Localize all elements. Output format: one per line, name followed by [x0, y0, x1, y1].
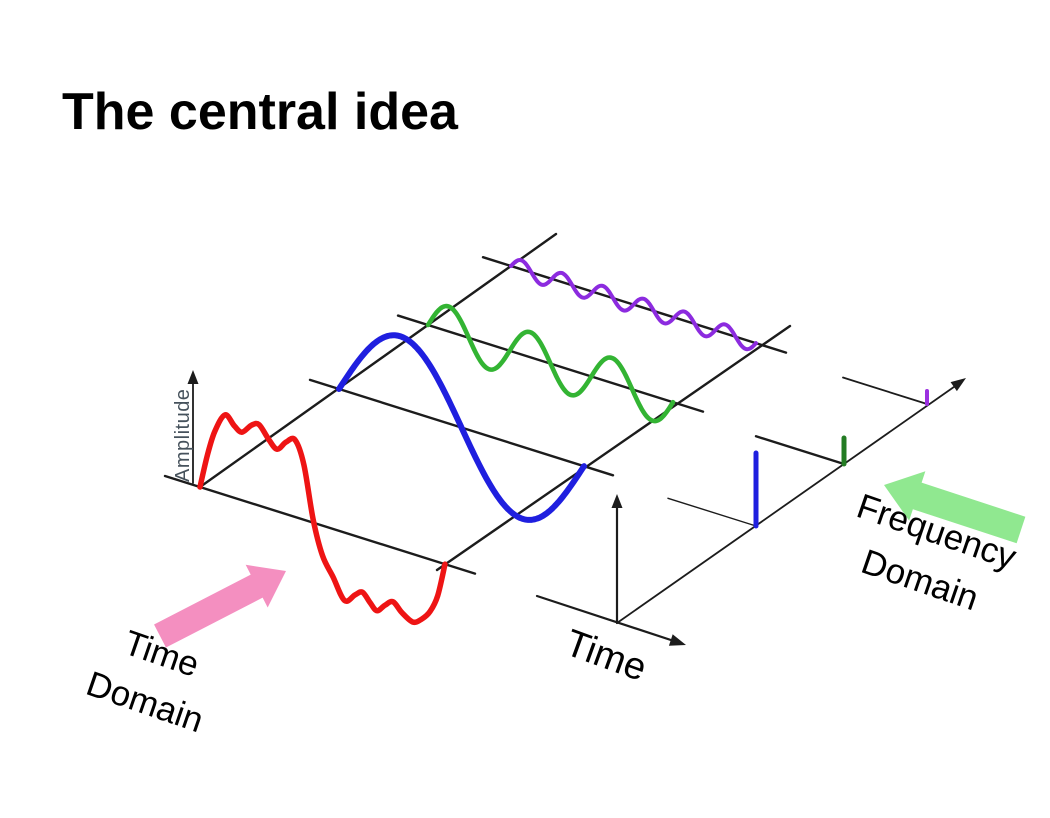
frequency-axis-arrowhead [950, 378, 966, 392]
slide-title: The central idea [62, 83, 458, 141]
time-domain-arrow [154, 564, 286, 648]
third-harmonic-spike-baseline [754, 435, 846, 466]
depth-axis-right [435, 324, 792, 572]
sixth-harmonic-wave [509, 257, 758, 352]
third-harmonic-wave [425, 303, 676, 424]
time-axis [535, 594, 682, 645]
composite-signal-wave [197, 412, 448, 626]
frequency-domain-arrow [884, 471, 1026, 544]
fundamental-spike-baseline [667, 497, 757, 527]
composite-signal-baseline [163, 474, 477, 575]
frequency-value-axis-arrowhead [611, 494, 623, 508]
amplitude-axis-arrowhead [187, 370, 199, 384]
fundamental-wave [336, 332, 587, 523]
frequency-axis [616, 381, 962, 624]
sixth-harmonic-spike-baseline [842, 376, 928, 405]
amplitude-axis-label: Amplitude [172, 388, 194, 482]
depth-axis-left [198, 232, 558, 489]
time-axis-arrowhead [668, 634, 686, 646]
